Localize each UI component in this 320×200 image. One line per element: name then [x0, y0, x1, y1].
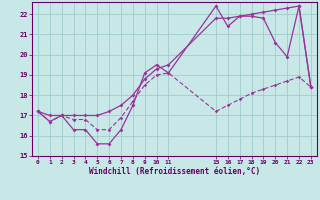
X-axis label: Windchill (Refroidissement éolien,°C): Windchill (Refroidissement éolien,°C) — [89, 167, 260, 176]
